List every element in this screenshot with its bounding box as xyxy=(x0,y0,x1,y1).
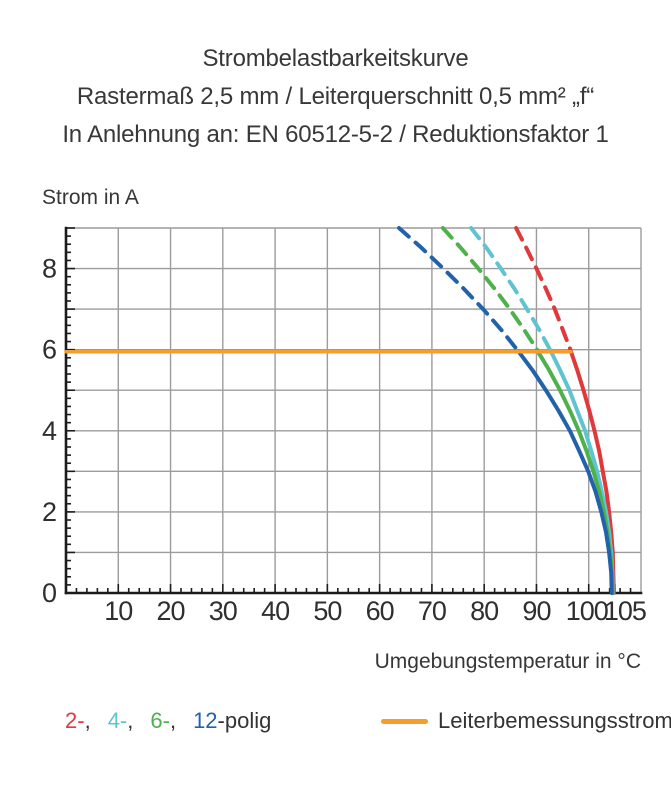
legend-pole-number: 12 xyxy=(193,708,218,733)
x-tick-label: 40 xyxy=(261,596,289,626)
legend: 2-, 4-, 6-, 12-polig Leiterbemessungsstrom xyxy=(0,708,671,738)
x-tick-label: 60 xyxy=(366,596,394,626)
legend-pole-count-list: 2-, 4-, 6-, 12-polig xyxy=(65,708,288,734)
chart-title-line1: Strombelastbarkeitskurve xyxy=(202,45,469,72)
rated-current-line-swatch xyxy=(381,718,428,724)
chart-title-block: Strombelastbarkeitskurve Rastermaß 2,5 m… xyxy=(0,40,671,154)
curve-2-polig-dashed xyxy=(514,226,573,354)
y-tick-label: 6 xyxy=(42,335,56,365)
axes xyxy=(64,226,643,595)
x-axis-title: Umgebungstemperatur in °C xyxy=(374,650,641,673)
legend-pole-item: 2-, xyxy=(65,708,91,733)
legend-pole-trail: , xyxy=(84,708,91,733)
chart-title-line3: In Anlehnung an: EN 60512-5-2 / Reduktio… xyxy=(62,121,609,148)
legend-pole-number: 2- xyxy=(65,708,85,733)
gridlines xyxy=(66,227,642,593)
curve-4-polig-dashed xyxy=(469,226,554,354)
x-tick-label: 100 xyxy=(566,596,608,626)
y-axis-title: Strom in A xyxy=(42,186,139,209)
x-tick-label: 80 xyxy=(470,596,498,626)
x-tick-label: 70 xyxy=(418,596,446,626)
legend-pole-trail: -polig xyxy=(217,708,272,733)
curve-12-polig-solid xyxy=(516,349,614,595)
legend-pole-item: 4-, xyxy=(108,708,134,733)
legend-pole-trail: , xyxy=(169,708,177,733)
y-tick-label: 8 xyxy=(42,254,56,284)
curve-12-polig-dashed xyxy=(397,226,521,354)
legend-rated-current: Leiterbemessungsstrom xyxy=(381,708,671,734)
y-tick-label: 2 xyxy=(42,497,56,527)
chart-title-line2: Rastermaß 2,5 mm / Leiterquerschnitt 0,5… xyxy=(76,83,595,110)
y-tick-label: 4 xyxy=(42,416,57,446)
axis-ticks xyxy=(66,227,632,593)
curve-6-polig-dashed xyxy=(440,226,540,354)
legend-pole-item: 12-polig xyxy=(193,708,271,733)
y-tick-label: 0 xyxy=(42,578,56,608)
legend-pole-trail: , xyxy=(127,708,134,733)
legend-pole-number: 6- xyxy=(150,708,170,733)
legend-pole-number: 4- xyxy=(107,708,128,733)
pole-curves xyxy=(397,226,616,595)
x-tick-label: 90 xyxy=(522,596,550,626)
rated-current-label: Leiterbemessungsstrom xyxy=(438,708,671,733)
legend-pole-item: 6-, xyxy=(150,708,176,733)
x-tick-label: 20 xyxy=(157,596,185,626)
x-tick-label: 30 xyxy=(209,596,237,626)
x-tick-label: 50 xyxy=(313,596,341,626)
x-tick-label: 10 xyxy=(104,596,132,626)
x-tick-label: 105 xyxy=(604,596,646,626)
